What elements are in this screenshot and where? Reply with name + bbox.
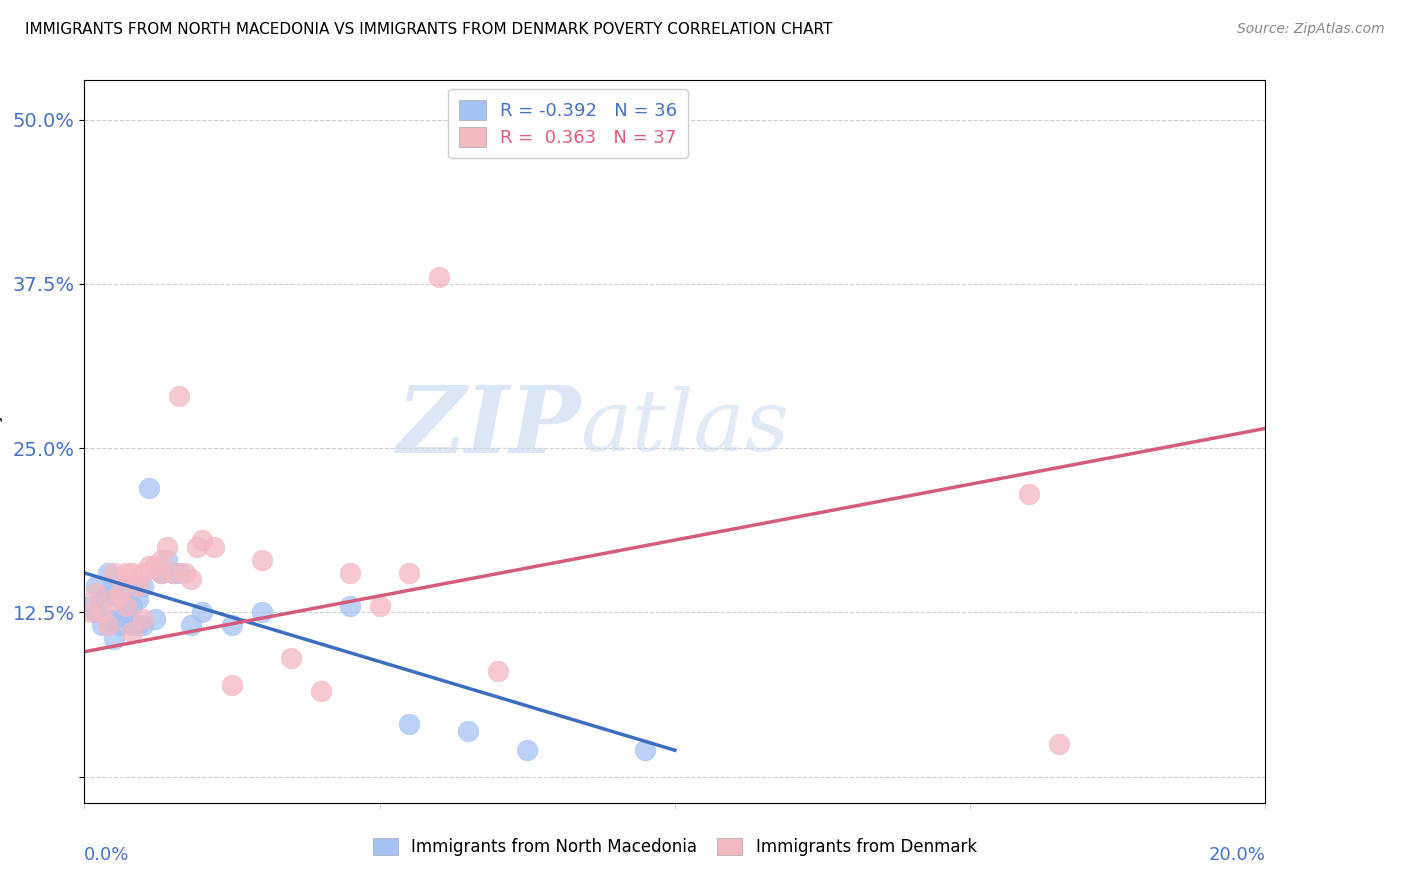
Point (180, 573, 202, 587)
Point (398, 566, 420, 580)
Point (186, 540, 208, 554)
Point (339, 599, 361, 613)
Point (132, 612, 155, 626)
Point (114, 566, 136, 580)
Point (121, 599, 143, 613)
Point (221, 677, 243, 691)
Point (108, 592, 131, 607)
Point (150, 566, 173, 580)
Point (250, 605, 273, 619)
Point (103, 592, 125, 607)
Point (121, 618, 143, 632)
Point (91, 605, 114, 619)
Point (84, 579, 107, 593)
Point (486, 665, 509, 679)
Point (143, 559, 166, 574)
Text: ZIP: ZIP (396, 382, 581, 472)
Point (143, 612, 166, 626)
Point (162, 566, 184, 580)
Point (150, 553, 173, 567)
Point (634, 743, 657, 757)
Point (368, 599, 391, 613)
Point (132, 579, 155, 593)
Point (309, 684, 332, 698)
Point (79, 599, 101, 613)
Text: 20.0%: 20.0% (1209, 847, 1265, 864)
Point (250, 553, 273, 567)
Text: IMMIGRANTS FROM NORTH MACEDONIA VS IMMIGRANTS FROM DENMARK POVERTY CORRELATION C: IMMIGRANTS FROM NORTH MACEDONIA VS IMMIG… (25, 22, 832, 37)
Text: Source: ZipAtlas.com: Source: ZipAtlas.com (1237, 22, 1385, 37)
Point (127, 592, 149, 607)
Point (191, 605, 214, 619)
Point (138, 481, 160, 495)
Point (114, 579, 136, 593)
Point (1018, 487, 1040, 501)
Point (516, 743, 538, 757)
Point (280, 651, 302, 665)
Point (79, 605, 101, 619)
Point (167, 566, 190, 580)
Point (127, 579, 149, 593)
Point (221, 618, 243, 632)
Point (97, 566, 120, 580)
Point (91, 592, 114, 607)
Point (339, 566, 361, 580)
Point (97, 612, 120, 626)
Legend: Immigrants from North Macedonia, Immigrants from Denmark: Immigrants from North Macedonia, Immigra… (367, 831, 983, 863)
Point (132, 618, 155, 632)
Point (457, 723, 479, 738)
Point (162, 566, 184, 580)
Point (91, 618, 114, 632)
Text: 0.0%: 0.0% (84, 847, 129, 864)
Point (127, 618, 149, 632)
Point (180, 618, 202, 632)
Point (103, 632, 125, 646)
Point (173, 566, 195, 580)
Point (156, 553, 179, 567)
Point (1047, 737, 1070, 751)
Point (114, 599, 136, 613)
Point (132, 566, 155, 580)
Point (167, 388, 190, 402)
Point (84, 585, 107, 599)
Point (121, 625, 143, 640)
Text: atlas: atlas (581, 385, 790, 468)
Point (97, 618, 120, 632)
Point (191, 533, 214, 547)
Point (398, 717, 420, 731)
Point (103, 612, 125, 626)
Point (150, 566, 173, 580)
Point (138, 559, 160, 574)
Point (84, 605, 107, 619)
Point (97, 585, 120, 599)
Point (114, 605, 136, 619)
Point (103, 585, 125, 599)
Point (427, 270, 450, 285)
Point (121, 566, 143, 580)
Point (108, 618, 131, 632)
Point (103, 566, 125, 580)
Point (202, 540, 225, 554)
Point (156, 540, 179, 554)
Point (108, 585, 131, 599)
